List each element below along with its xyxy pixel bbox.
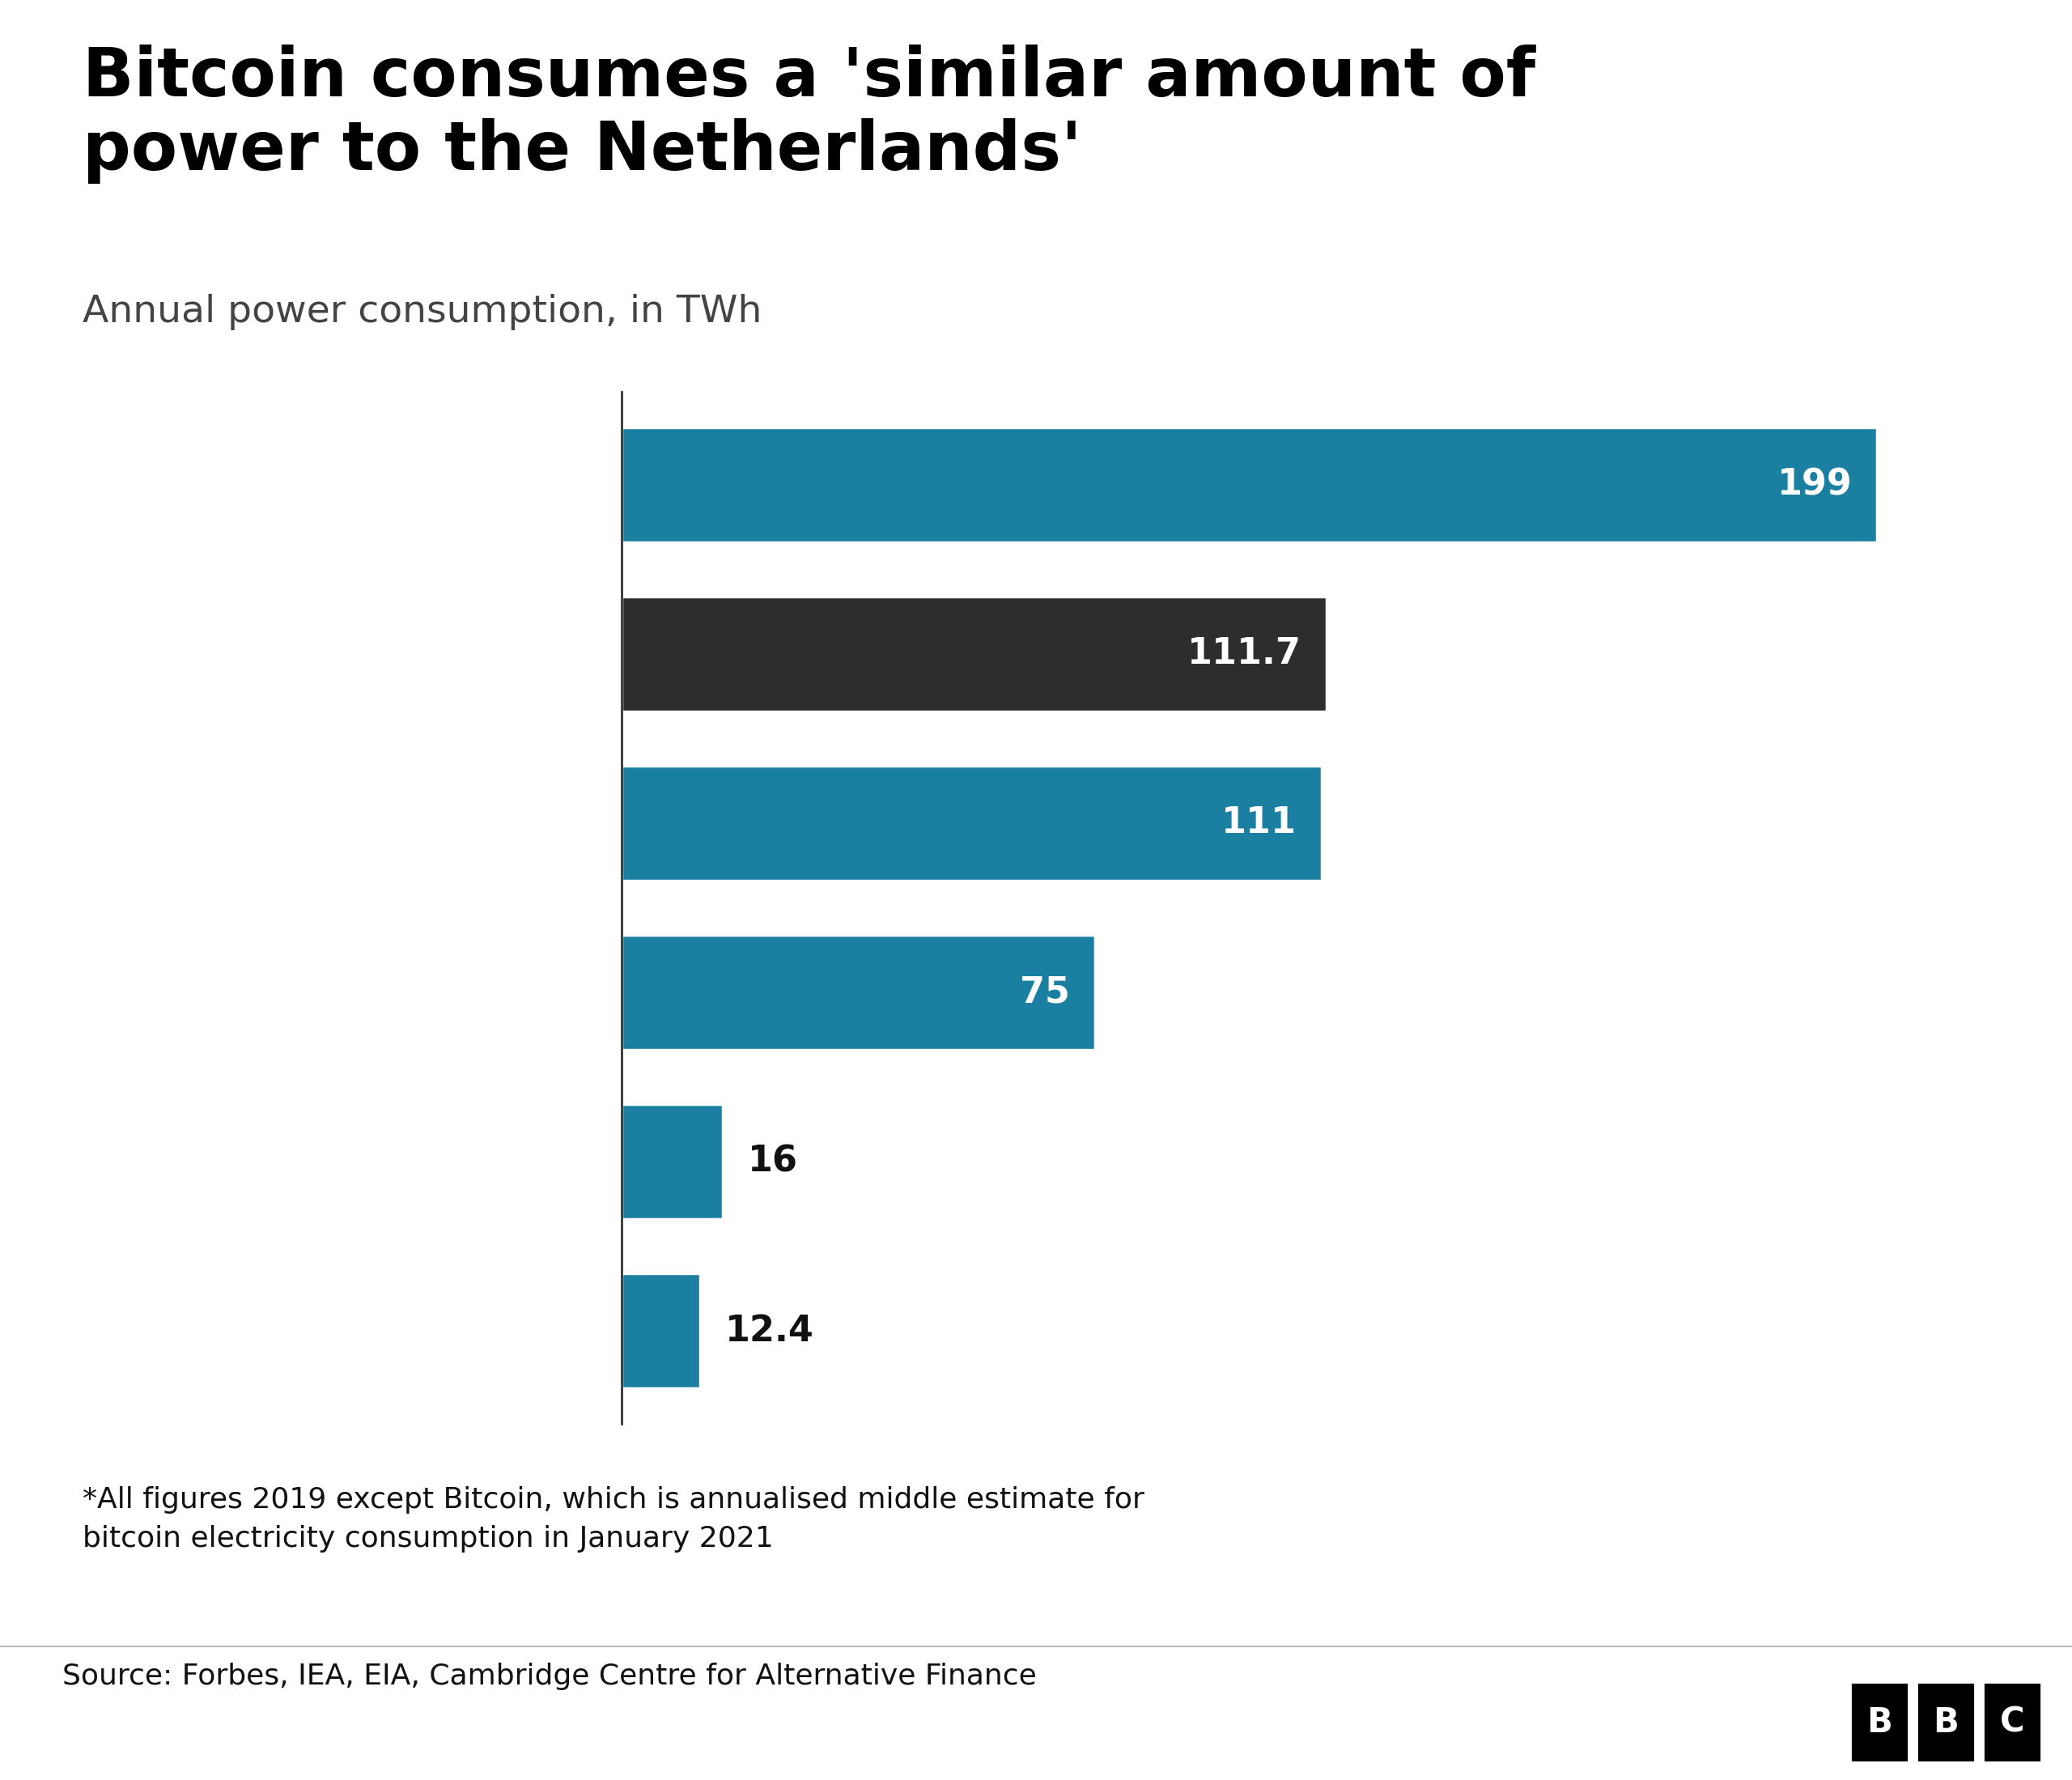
Text: Source: Forbes, IEA, EIA, Cambridge Centre for Alternative Finance: Source: Forbes, IEA, EIA, Cambridge Cent…	[62, 1663, 1036, 1689]
Bar	[622, 934, 1094, 1050]
Bar	[622, 427, 1877, 543]
Text: 111: 111	[1222, 806, 1297, 840]
Text: B: B	[1867, 1705, 1892, 1739]
Text: 16: 16	[748, 1145, 798, 1178]
Bar	[622, 1273, 700, 1388]
Bar	[622, 1104, 723, 1219]
Text: Bitcoin consumes a 'similar amount of
power to the Netherlands': Bitcoin consumes a 'similar amount of po…	[83, 44, 1535, 183]
Bar	[622, 765, 1322, 881]
Bar	[622, 596, 1326, 712]
Text: 75: 75	[1019, 975, 1069, 1009]
Text: C: C	[1999, 1705, 2024, 1739]
Text: 12.4: 12.4	[725, 1314, 814, 1347]
Text: *All figures 2019 except Bitcoin, which is annualised middle estimate for
bitcoi: *All figures 2019 except Bitcoin, which …	[83, 1486, 1144, 1552]
Text: Annual power consumption, in TWh: Annual power consumption, in TWh	[83, 294, 762, 329]
Text: 199: 199	[1778, 468, 1852, 502]
Text: 111.7: 111.7	[1187, 637, 1301, 671]
Text: B: B	[1933, 1705, 1958, 1739]
